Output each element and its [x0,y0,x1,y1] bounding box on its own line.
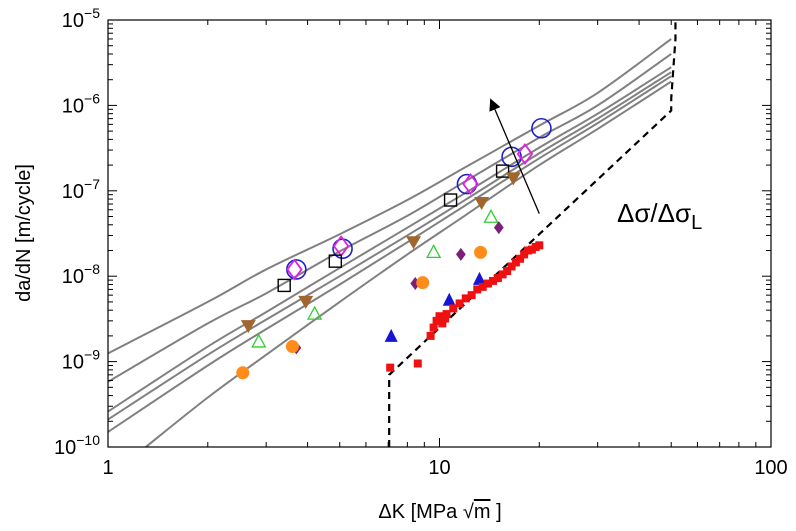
data-point-square-filled-5 [432,316,441,325]
data-point-square-filled-18 [493,274,502,283]
data-point-triangle-up-filled-2 [442,292,456,306]
data-point-triangle-up-filled-1 [384,328,398,342]
model-curve-6 [145,80,672,447]
data-point-square-filled-17 [488,276,497,285]
annotation-arrow [489,98,540,214]
y-tick-label-exp: −9 [84,347,100,363]
data-point-triangle-down-filled-4 [474,196,490,210]
data-point-square-filled-28 [535,241,544,250]
data-point-square-filled-3 [426,331,435,340]
model-curve-5 [108,75,672,433]
y-tick-label: 10−5 [62,5,100,32]
data-point-circle-filled-4 [474,245,488,259]
data-point-diamond-open-1 [286,258,303,281]
y-tick-label-exp: −7 [84,176,100,192]
data-point-square-filled-11 [455,299,464,308]
threshold-boundary-line [388,20,677,447]
data-point-square-filled-20 [503,267,512,276]
y-tick-label-base: 10 [62,10,84,32]
model-curve-3 [108,66,672,413]
data-point-square-filled-22 [511,258,520,267]
threshold-boundary [388,20,677,447]
y-tick-label-exp: −5 [84,5,100,21]
data-point-square-open-1 [277,278,291,293]
annotation-text: Δσ/Δσ [617,198,691,228]
data-point-square-filled-2 [413,359,422,368]
y-tick-label-base: 10 [62,181,84,203]
data-point-circle-filled-2 [285,340,299,354]
data-point-triangle-up-open-1 [251,333,267,348]
y-tick-label-exp: −8 [84,261,100,277]
data-point-square-filled-1 [386,363,395,372]
y-axis-title: da/dN [m/cycle] [13,164,35,302]
data-point-circle-filled-1 [236,366,250,380]
data-point-diamond-filled-4 [493,221,504,235]
data-point-triangle-down-filled-1 [240,320,256,334]
x-tick-label: 10 [428,457,450,479]
data-point-square-filled-6 [435,312,444,321]
x-tick-label: 100 [754,457,787,479]
annotation-subscript: L [691,212,702,234]
model-curve-1 [108,38,672,355]
data-point-square-filled-4 [429,323,438,332]
data-point-diamond-open-4 [516,142,534,165]
data-point-square-open-3 [443,193,458,207]
y-tick-label: 10−7 [62,176,100,203]
data-point-square-open-2 [328,254,343,268]
y-tick-label-exp: −6 [84,90,100,106]
data-point-diamond-filled-3 [455,247,466,261]
data-point-triangle-down-filled-3 [406,236,422,250]
y-tick-label-base: 10 [62,266,84,288]
data-point-triangle-down-filled-5 [505,172,521,186]
model-curves [108,38,672,447]
y-tick-label-exp: −10 [76,432,100,448]
data-point-square-filled-9 [442,310,451,319]
data-point-square-filled-13 [467,291,476,300]
data-point-triangle-up-filled-3 [472,271,486,285]
x-axis-title-close: ] [491,501,502,523]
data-point-square-filled-14 [473,285,482,294]
data-point-square-filled-19 [498,270,507,279]
axis-ticks [107,20,771,448]
data-point-triangle-up-open-2 [307,305,323,320]
data-point-square-filled-10 [449,304,458,313]
model-curve-2 [108,53,672,383]
y-tick-label: 10−8 [62,261,100,288]
y-tick-label-base: 10 [62,95,84,117]
y-tick-label: 10−9 [62,347,100,374]
y-tick-label-base: 10 [62,352,84,374]
data-points [236,117,552,380]
model-curve-4 [108,71,672,421]
data-point-square-filled-8 [441,314,450,323]
data-point-square-filled-7 [438,319,447,328]
data-point-circle-open-5 [531,117,552,139]
data-point-triangle-up-open-3 [426,244,442,259]
data-point-triangle-down-filled-2 [298,295,314,309]
y-tick-label: 10−6 [62,90,100,117]
data-point-square-filled-16 [483,279,492,288]
x-tick-label: 1 [102,457,113,479]
data-point-triangle-up-open-4 [483,208,499,223]
data-point-circle-open-3 [456,173,478,195]
data-point-square-filled-12 [461,294,470,303]
y-tick-label: 10−10 [54,432,100,459]
x-axis-title-sqrt-arg: m [474,501,491,523]
x-axis-title-sqrt: √ [463,501,474,523]
annotation-label: Δσ/ΔσL [617,198,702,234]
y-tick-label-base: 10 [54,437,76,459]
data-point-square-open-4 [495,164,510,178]
data-point-square-filled-23 [516,254,525,263]
data-point-diamond-open-3 [462,173,479,196]
data-point-square-filled-15 [478,282,487,291]
x-axis-title-main: ΔK [MPa [378,501,463,523]
data-point-circle-filled-3 [416,276,430,290]
data-point-square-filled-21 [507,262,516,271]
x-axis-title: ΔK [MPa √m ] [378,501,501,523]
